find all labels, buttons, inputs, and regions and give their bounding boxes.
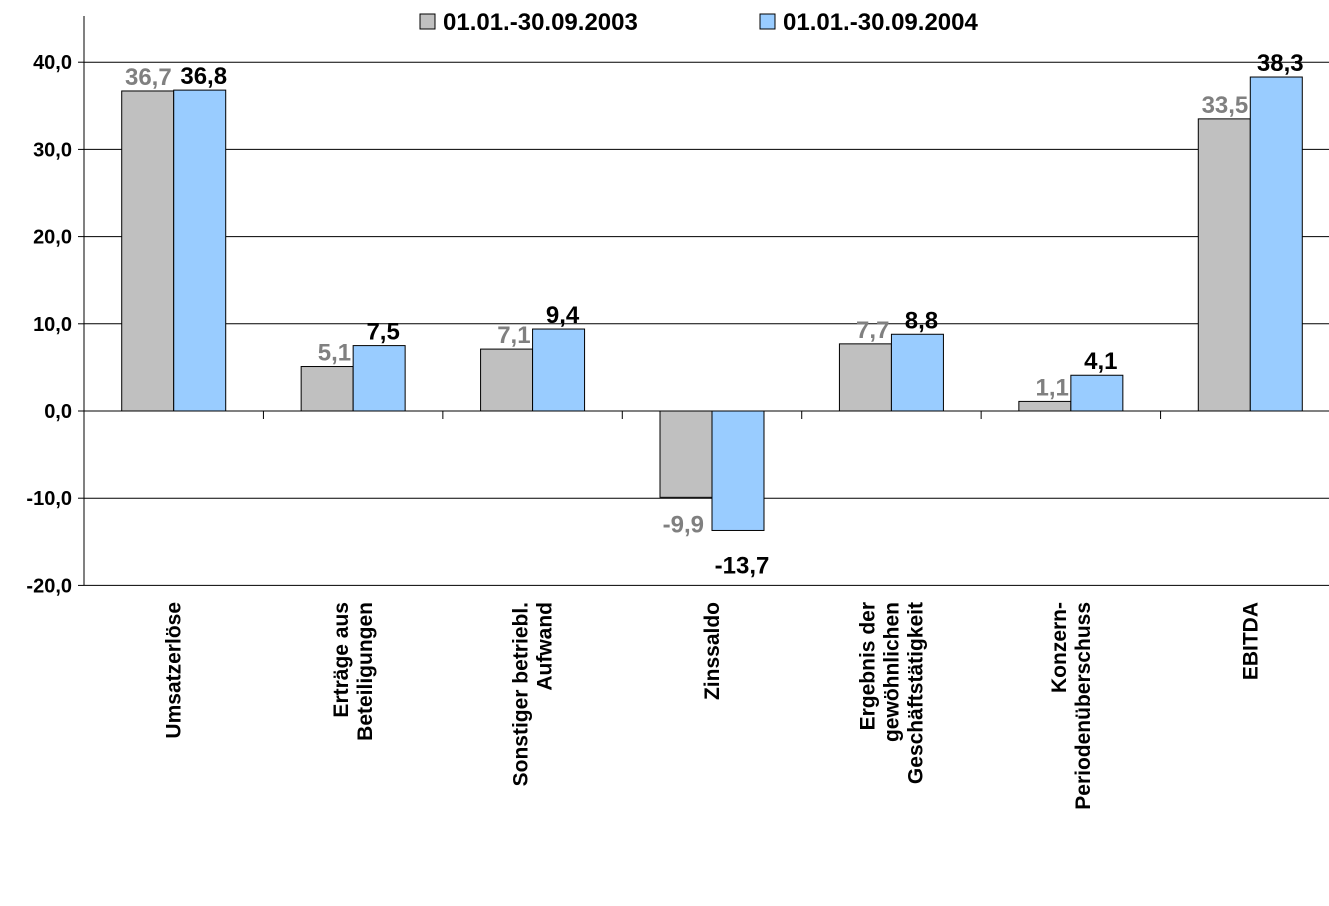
x-category-label: EBITDA (1239, 602, 1262, 680)
x-category-label-line: Periodenüberschuss (1072, 602, 1095, 810)
data-label: 8,8 (905, 307, 938, 334)
x-category-label-line: Beteiligungen (354, 602, 377, 741)
bar-2004 (173, 89, 227, 412)
legend-swatch (759, 13, 776, 30)
data-label: -13,7 (715, 552, 770, 579)
data-label: 9,4 (546, 302, 580, 329)
bar-2003 (838, 343, 892, 412)
data-label: 36,7 (125, 64, 172, 91)
y-tick-label: 30,0 (33, 139, 72, 161)
legend: 01.01.-30.09.2003 01.01.-30.09.2004 (419, 9, 978, 36)
bar-2003 (659, 410, 713, 498)
x-category-label: Konzern- Periodenüberschuss (1048, 602, 1095, 810)
x-category-label: Sonstiger betriebl. Aufwand (510, 602, 557, 786)
x-category-label-line: Umsatzerlöse (163, 602, 186, 739)
data-label: 7,5 (366, 319, 399, 346)
y-tick-label: 20,0 (33, 227, 72, 249)
bar-2004 (532, 328, 586, 412)
x-category-label-line: Erträge aus (330, 602, 353, 718)
x-category-label-line: EBITDA (1239, 602, 1262, 680)
legend-swatch (419, 13, 436, 30)
bar-2003 (121, 90, 175, 412)
y-tick-label: 0,0 (44, 401, 72, 423)
bar-2003 (480, 348, 534, 412)
data-label: 7,1 (497, 322, 530, 349)
data-label: 5,1 (318, 340, 351, 367)
legend-label: 01.01.-30.09.2003 (443, 9, 638, 36)
x-category-label-line: gewöhnlichen (880, 602, 903, 742)
bar-2004 (711, 410, 765, 531)
data-label: 33,5 (1202, 92, 1249, 119)
x-category-label-line: Sonstiger betriebl. (510, 602, 533, 786)
x-category-label: Erträge aus Beteiligungen (330, 602, 377, 741)
data-label: 7,7 (856, 317, 889, 344)
y-tick-label: 40,0 (33, 52, 72, 74)
bars (121, 76, 1303, 531)
x-category-label-line: Ergebnis der (856, 602, 879, 730)
data-label: 1,1 (1035, 374, 1068, 401)
bar-2004 (890, 333, 944, 412)
data-label: 4,1 (1084, 348, 1117, 375)
y-tick-label: -20,0 (26, 575, 72, 597)
bar-2003 (300, 366, 354, 412)
x-category-label-line: Aufwand (534, 602, 557, 691)
y-tick-label: -10,0 (26, 488, 72, 510)
data-label: -9,9 (663, 511, 704, 538)
x-category-label: Umsatzerlöse (163, 602, 186, 739)
data-label: 36,8 (180, 63, 227, 90)
bar-2003 (1018, 400, 1072, 412)
gridlines (84, 61, 1329, 586)
bar-2004 (1070, 374, 1124, 412)
x-category-label-line: Geschäftstätigkeit (904, 602, 927, 784)
data-label: 38,3 (1257, 50, 1304, 77)
y-axis-tick-labels: 40,0 30,0 20,0 10,0 0,0 -10,0 -20,0 (26, 52, 72, 597)
data-labels: 36,7 36,8 5,1 7,5 7,1 9,4 -9,9 -13,7 7,7 8,8 1,1 4,… (125, 50, 1304, 579)
x-category-label: Zinssaldo (701, 602, 724, 700)
bar-2004 (1249, 76, 1303, 412)
bar-2004 (352, 345, 406, 412)
bar-2003 (1197, 118, 1251, 412)
x-category-label-line: Zinssaldo (701, 602, 724, 700)
x-category-label: Ergebnis der gewöhnlichen Geschäftstätigke… (856, 602, 927, 784)
x-category-label-line: Konzern- (1048, 602, 1071, 693)
legend-label: 01.01.-30.09.2004 (783, 9, 978, 36)
y-tick-label: 10,0 (33, 314, 72, 336)
axes (78, 16, 1329, 586)
x-axis-category-labels: Umsatzerlöse Erträge aus Beteiligungen Sons… (163, 602, 1263, 810)
